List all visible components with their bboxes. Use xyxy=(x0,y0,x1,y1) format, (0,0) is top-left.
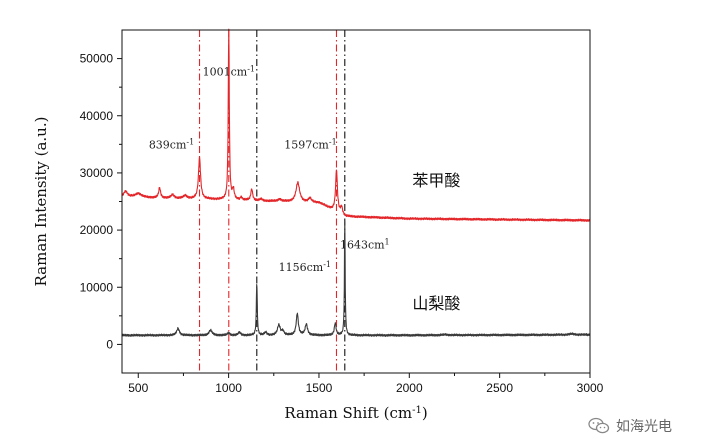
series-label: 苯甲酸 xyxy=(412,171,460,190)
peak-annotation-sup: -1 xyxy=(186,137,194,146)
x-tick-label: 1500 xyxy=(306,381,333,395)
y-tick-label: 0 xyxy=(106,337,113,351)
watermark-text: 如海光电 xyxy=(616,419,672,435)
watermark: 如海光电 xyxy=(588,416,672,436)
x-axis-title-close: ) xyxy=(422,404,428,422)
series-line xyxy=(121,28,591,222)
x-tick-label: 3000 xyxy=(577,381,604,395)
peak-annotation-sup: 1 xyxy=(385,237,390,246)
peak-annotation-base: 1643cm xyxy=(340,238,385,251)
series-label: 山梨酸 xyxy=(412,294,460,313)
peak-annotation-base: 1156cm xyxy=(279,261,324,274)
peak-annotation-sup: -1 xyxy=(329,137,337,146)
x-axis-title-sup: -1 xyxy=(412,405,422,416)
peak-annotation: 1156cm-1 xyxy=(279,260,331,275)
y-tick-label: 20000 xyxy=(80,223,114,237)
x-tick-label: 500 xyxy=(128,381,148,395)
peak-annotation: 1597cm-1 xyxy=(284,137,336,152)
y-axis-ticks: 0 10000 20000 30000 40000 50000 xyxy=(80,52,122,351)
series-lines xyxy=(121,28,591,337)
y-tick-label: 50000 xyxy=(80,52,114,66)
x-tick-label: 2000 xyxy=(396,381,423,395)
peak-annotation: 839cm-1 xyxy=(149,137,194,152)
peak-annotation-sup: -1 xyxy=(323,260,331,269)
plot-frame xyxy=(121,29,591,374)
peak-annotation-sup: -1 xyxy=(247,64,255,73)
x-axis-ticks: 500 1000 1500 2000 2500 3000 xyxy=(128,373,604,395)
wechat-icon xyxy=(588,417,610,434)
y-axis-title: Raman Intensity (a.u.) xyxy=(32,117,50,287)
reference-lines xyxy=(198,30,346,373)
peak-annotation-base: 1001cm xyxy=(203,66,248,79)
x-axis-title-base: Raman Shift (cm xyxy=(284,404,412,422)
series-line xyxy=(121,221,591,337)
peak-annotation-base: 839cm xyxy=(149,138,187,151)
y-tick-label: 30000 xyxy=(80,166,114,180)
peak-annotation: 1001cm-1 xyxy=(203,64,255,79)
y-tick-label: 40000 xyxy=(80,109,114,123)
y-tick-label: 10000 xyxy=(80,280,114,294)
peak-annotation: 1643cm1 xyxy=(340,237,390,252)
x-axis-title: Raman Shift (cm-1) xyxy=(284,404,427,422)
peak-annotation-base: 1597cm xyxy=(284,138,329,151)
x-tick-label: 1000 xyxy=(215,381,242,395)
x-tick-label: 2500 xyxy=(486,381,513,395)
